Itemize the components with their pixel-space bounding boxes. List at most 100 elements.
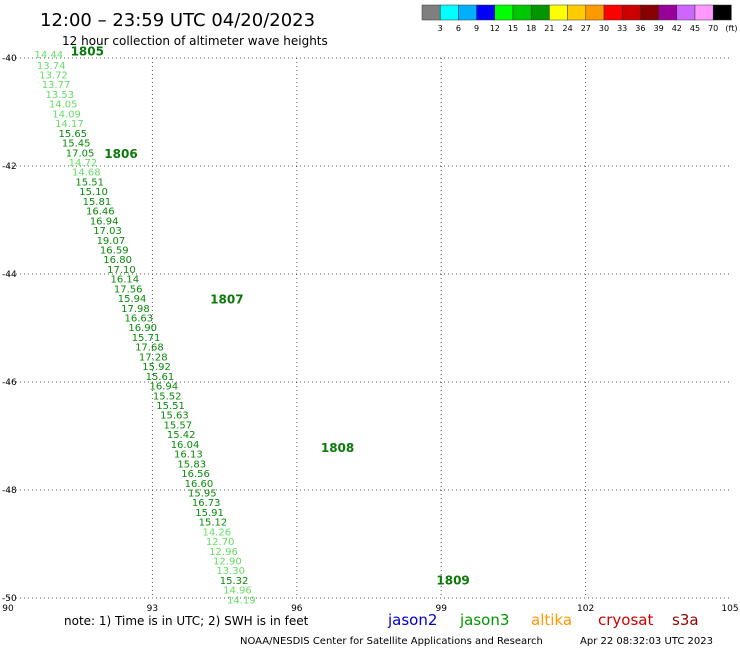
- legend-swatch: [694, 4, 714, 21]
- wave-height-label: 16.56: [181, 469, 210, 480]
- footer-credit: NOAA/NESDIS Center for Satellite Applica…: [240, 636, 543, 647]
- legend-swatch: [712, 4, 732, 21]
- wave-height-label: 17.10: [107, 265, 136, 276]
- wave-height-label: 15.57: [163, 420, 192, 431]
- wave-height-label: 13.53: [46, 90, 75, 101]
- legend-swatch: [458, 4, 477, 21]
- legend-label: 42: [672, 24, 682, 33]
- wave-height-label: 16.94: [90, 216, 119, 227]
- legend-label: 15: [508, 24, 518, 33]
- legend-swatch: [603, 4, 623, 21]
- x-tick-label: 105: [721, 604, 738, 614]
- footer-timestamp: Apr 22 08:32:03 UTC 2023: [580, 636, 713, 647]
- pass-number-label: 1806: [104, 147, 137, 161]
- wave-height-label: 15.32: [220, 576, 249, 587]
- wave-height-label: 12.96: [209, 547, 238, 558]
- wave-height-label: 15.51: [156, 401, 185, 412]
- wave-height-label: 14.26: [202, 527, 231, 538]
- wave-height-label: 17.03: [93, 226, 122, 237]
- legend-label: 18: [526, 24, 536, 33]
- wave-height-label: 15.92: [142, 362, 171, 373]
- legend-label: 39: [654, 24, 664, 33]
- pass-number-label: 1809: [436, 574, 469, 588]
- legend-label: 36: [635, 24, 645, 33]
- wave-height-label: 15.51: [75, 177, 104, 188]
- legend-swatch: [549, 4, 568, 21]
- wave-height-label: 15.61: [146, 372, 175, 383]
- legend-label: 33: [617, 24, 627, 33]
- wave-height-label: 15.81: [83, 197, 112, 208]
- legend-label: 21: [544, 24, 554, 33]
- legend-swatch: [476, 4, 496, 21]
- wave-height-label: 14.05: [49, 100, 78, 111]
- wave-height-label: 16.90: [128, 323, 157, 334]
- wave-height-label: 17.56: [114, 284, 143, 295]
- wave-height-label: 14.44: [34, 50, 63, 61]
- wave-height-label: 15.52: [153, 391, 182, 402]
- legend-label: 70: [708, 24, 718, 33]
- legend-swatch: [512, 4, 532, 21]
- x-tick-label: 99: [435, 604, 447, 614]
- wave-height-label: 14.68: [72, 168, 101, 179]
- wave-height-label: 15.95: [188, 488, 217, 499]
- satellite-name: jason3: [459, 611, 509, 629]
- legend-label: 30: [599, 24, 609, 33]
- legend-label: 12: [490, 24, 500, 33]
- wave-height-label: 12.70: [206, 537, 235, 548]
- legend-swatch: [421, 4, 441, 21]
- data-points: 14.4413.7413.7213.7713.5314.0514.0914.17…: [34, 50, 255, 606]
- wave-height-label: 15.45: [62, 139, 91, 150]
- wave-height-label: 15.83: [177, 459, 206, 470]
- satellite-name: cryosat: [598, 611, 653, 629]
- wave-height-label: 15.91: [195, 508, 224, 519]
- wave-height-label: 16.63: [124, 314, 153, 325]
- wave-height-label: 14.09: [52, 109, 81, 120]
- wave-height-label: 16.46: [86, 207, 115, 218]
- legend-unit: (ft): [725, 24, 737, 33]
- wave-height-label: 15.63: [160, 411, 189, 422]
- wave-height-label: 17.68: [135, 343, 164, 354]
- legend-swatch: [676, 4, 696, 21]
- wave-height-label: 19.07: [97, 236, 126, 247]
- note-text: note: 1) Time is in UTC; 2) SWH is in fe…: [64, 614, 309, 628]
- pass-number-label: 1808: [321, 441, 354, 455]
- wave-height-label: 16.59: [100, 245, 129, 256]
- legend-swatch: [567, 4, 587, 21]
- legend-swatch: [640, 4, 659, 21]
- y-tick-label: -48: [2, 486, 17, 496]
- wave-height-label: 16.14: [111, 275, 140, 286]
- wave-height-label: 14.72: [69, 158, 98, 169]
- wave-height-label: 16.13: [174, 450, 203, 461]
- y-tick-label: -42: [2, 162, 17, 172]
- wave-height-label: 15.10: [79, 187, 108, 198]
- satellite-legend: jason2 jason3 altika cryosat s3a: [387, 611, 699, 629]
- legend-swatch: [585, 4, 605, 21]
- satellite-name: jason2: [387, 611, 437, 629]
- y-tick-label: -46: [2, 378, 17, 388]
- wave-height-label: 16.04: [171, 440, 200, 451]
- legend-swatch: [530, 4, 550, 21]
- legend-label: 3: [438, 24, 443, 33]
- wave-height-label: 16.94: [150, 382, 179, 393]
- legend-swatch: [658, 4, 678, 21]
- satellite-name: s3a: [672, 611, 699, 629]
- legend-swatch: [494, 4, 514, 21]
- wave-height-label: 13.77: [42, 80, 71, 91]
- color-legend: 3 6 9 12 15 18 21 24 27 30 33 36 39 42 45 70 (ft): [421, 4, 737, 33]
- pass-number-label: 1805: [71, 44, 104, 58]
- wave-height-label: 15.94: [118, 294, 147, 305]
- chart-title: 12:00 – 23:59 UTC 04/20/2023: [40, 10, 315, 31]
- wave-height-label: 14.96: [223, 586, 252, 597]
- wave-height-label: 15.71: [132, 333, 161, 344]
- wave-height-label: 13.72: [39, 71, 68, 82]
- legend-label: 27: [581, 24, 591, 33]
- wave-height-label: 16.73: [192, 498, 221, 509]
- y-tick-label: -50: [2, 594, 17, 604]
- legend-label: 24: [563, 24, 573, 33]
- wave-height-label: 17.28: [139, 352, 168, 363]
- wave-height-label: 15.42: [167, 430, 196, 441]
- axis-ticks: 90 93 96 99 102 105 -40 -42 -44 -46 -48 -50: [2, 54, 739, 614]
- grid: [8, 57, 730, 599]
- pass-labels: 1805 1806 1807 1808 1809: [71, 44, 470, 587]
